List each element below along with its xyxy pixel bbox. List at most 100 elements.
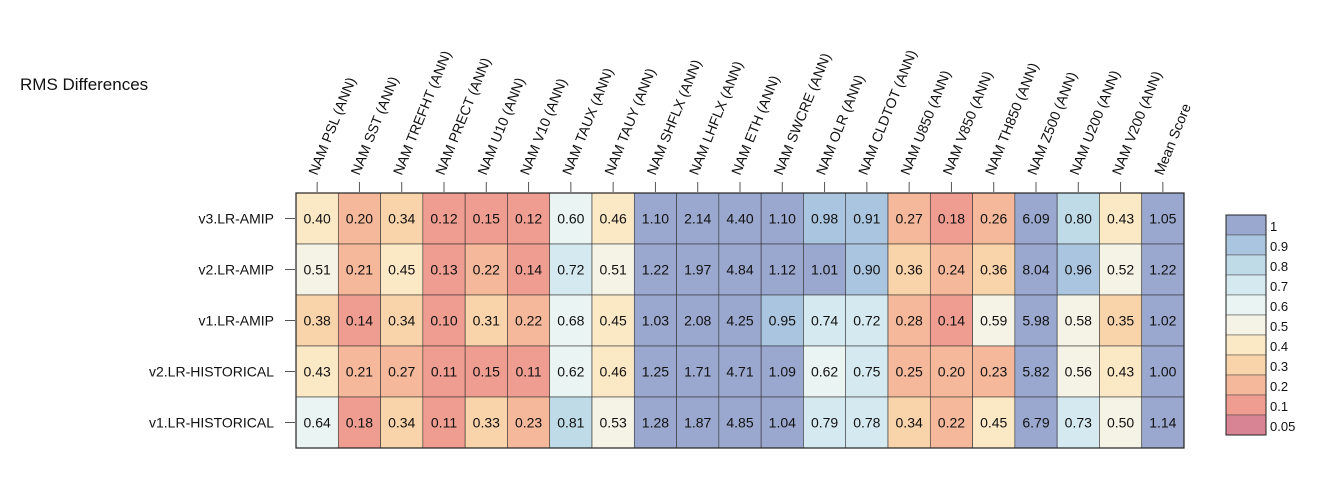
cell-value: 0.14 [938, 313, 965, 329]
heatmap-cell [1056, 294, 1100, 347]
heatmap-cell [803, 294, 847, 347]
cell-value: 1.10 [769, 211, 796, 227]
colorbar-swatch [1225, 394, 1267, 416]
heatmap-cell [760, 243, 804, 296]
cell-value: 0.23 [515, 415, 542, 431]
cell-value: 2.14 [684, 211, 711, 227]
heatmap-cell [295, 345, 339, 398]
colorbar-border [1225, 214, 1267, 436]
cell-value: 1.10 [642, 211, 669, 227]
cell-value: 0.34 [388, 313, 415, 329]
cell-value: 0.26 [980, 211, 1007, 227]
cell-value: 0.11 [515, 364, 541, 380]
heatmap-cell [549, 294, 593, 347]
cell-value: 1.03 [642, 313, 669, 329]
cell-value: 0.12 [515, 211, 542, 227]
cell-value: 8.04 [1022, 262, 1049, 278]
heatmap-cell [929, 294, 973, 347]
cell-value: 0.21 [346, 262, 373, 278]
heatmap-cell [845, 294, 889, 347]
heatmap-cell [887, 396, 931, 449]
heatmap-cell [507, 243, 551, 296]
cell-value: 0.96 [1065, 262, 1092, 278]
cell-value: 0.52 [1107, 262, 1134, 278]
heatmap-cell [972, 192, 1016, 245]
cell-value: 6.79 [1022, 415, 1049, 431]
cell-value: 2.08 [684, 313, 711, 329]
heatmap-cell [549, 345, 593, 398]
heatmap-cell [337, 192, 381, 245]
cell-value: 0.45 [388, 262, 415, 278]
cell-value: 0.62 [811, 364, 838, 380]
cell-value: 0.25 [896, 364, 923, 380]
cell-value: 4.85 [726, 415, 753, 431]
heatmap-cell [464, 192, 508, 245]
heatmap-cell [718, 345, 762, 398]
colorbar-tick-label: 0.1 [1270, 399, 1288, 414]
cell-value: 1.97 [684, 262, 711, 278]
heatmap-cell [718, 192, 762, 245]
colorbar-swatch [1225, 334, 1267, 356]
cell-value: 0.45 [980, 415, 1007, 431]
heatmap-cell [549, 192, 593, 245]
cell-value: 1.09 [769, 364, 796, 380]
heatmap-cell [929, 243, 973, 296]
cell-value: 0.35 [1107, 313, 1134, 329]
heatmap-cell [633, 396, 677, 449]
heatmap-cell [845, 345, 889, 398]
heatmap-cell [760, 294, 804, 347]
cell-value: 0.24 [938, 262, 965, 278]
heatmap-cell [633, 243, 677, 296]
cell-value: 1.14 [1149, 415, 1176, 431]
cell-value: 0.91 [853, 211, 880, 227]
cell-value: 1.00 [1149, 364, 1176, 380]
colorbar-tick-label: 0.5 [1270, 319, 1288, 334]
cell-value: 0.51 [304, 262, 331, 278]
colorbar-swatch [1225, 414, 1267, 436]
heatmap-cell [591, 243, 635, 296]
cell-value: 0.10 [430, 313, 457, 329]
row-label: v2.LR-AMIP [199, 262, 274, 278]
colorbar-swatch [1225, 274, 1267, 296]
heatmap-cell [1099, 243, 1143, 296]
row-label: v1.LR-HISTORICAL [149, 415, 274, 431]
cell-value: 0.18 [938, 211, 965, 227]
heatmap-cell [676, 243, 720, 296]
cell-value: 1.87 [684, 415, 711, 431]
heatmap-cell [464, 396, 508, 449]
cell-value: 0.15 [473, 364, 500, 380]
heatmap-cell [464, 345, 508, 398]
cell-value: 0.72 [853, 313, 880, 329]
cell-value: 1.71 [684, 364, 711, 380]
cell-value: 0.45 [600, 313, 627, 329]
cell-value: 0.21 [346, 364, 373, 380]
colorbar: 1 0.9 0.8 0.7 0.6 0.5 0.4 0.3 0.2 0.1 0.05 [1225, 214, 1295, 436]
cell-value: 0.13 [430, 262, 457, 278]
cell-value: 0.68 [557, 313, 584, 329]
cell-value: 4.71 [726, 364, 753, 380]
heatmap-cell [507, 294, 551, 347]
cell-value: 0.36 [980, 262, 1007, 278]
heatmap-cell [591, 345, 635, 398]
cell-value: 0.79 [811, 415, 838, 431]
colorbar-tick-label: 0.05 [1270, 419, 1295, 434]
cell-value: 0.43 [1107, 364, 1134, 380]
heatmap-cell [422, 396, 466, 449]
heatmap-cell [887, 294, 931, 347]
colorbar-tick-label: 0.2 [1270, 379, 1288, 394]
heatmap-cell [972, 294, 1016, 347]
row-label: v3.LR-AMIP [199, 211, 274, 227]
heatmap-cell [380, 192, 424, 245]
heatmap-cell [633, 294, 677, 347]
cell-value: 1.02 [1149, 313, 1176, 329]
cell-value: 0.14 [346, 313, 373, 329]
cell-value: 4.84 [726, 262, 753, 278]
colorbar-swatch [1225, 374, 1267, 396]
cell-value: 0.98 [811, 211, 838, 227]
heatmap-cell [549, 243, 593, 296]
heatmap-border [295, 192, 1185, 449]
colorbar-swatch [1225, 314, 1267, 336]
colorbar-tick-label: 1 [1270, 219, 1277, 234]
colorbar-tick-label: 0.4 [1270, 339, 1288, 354]
